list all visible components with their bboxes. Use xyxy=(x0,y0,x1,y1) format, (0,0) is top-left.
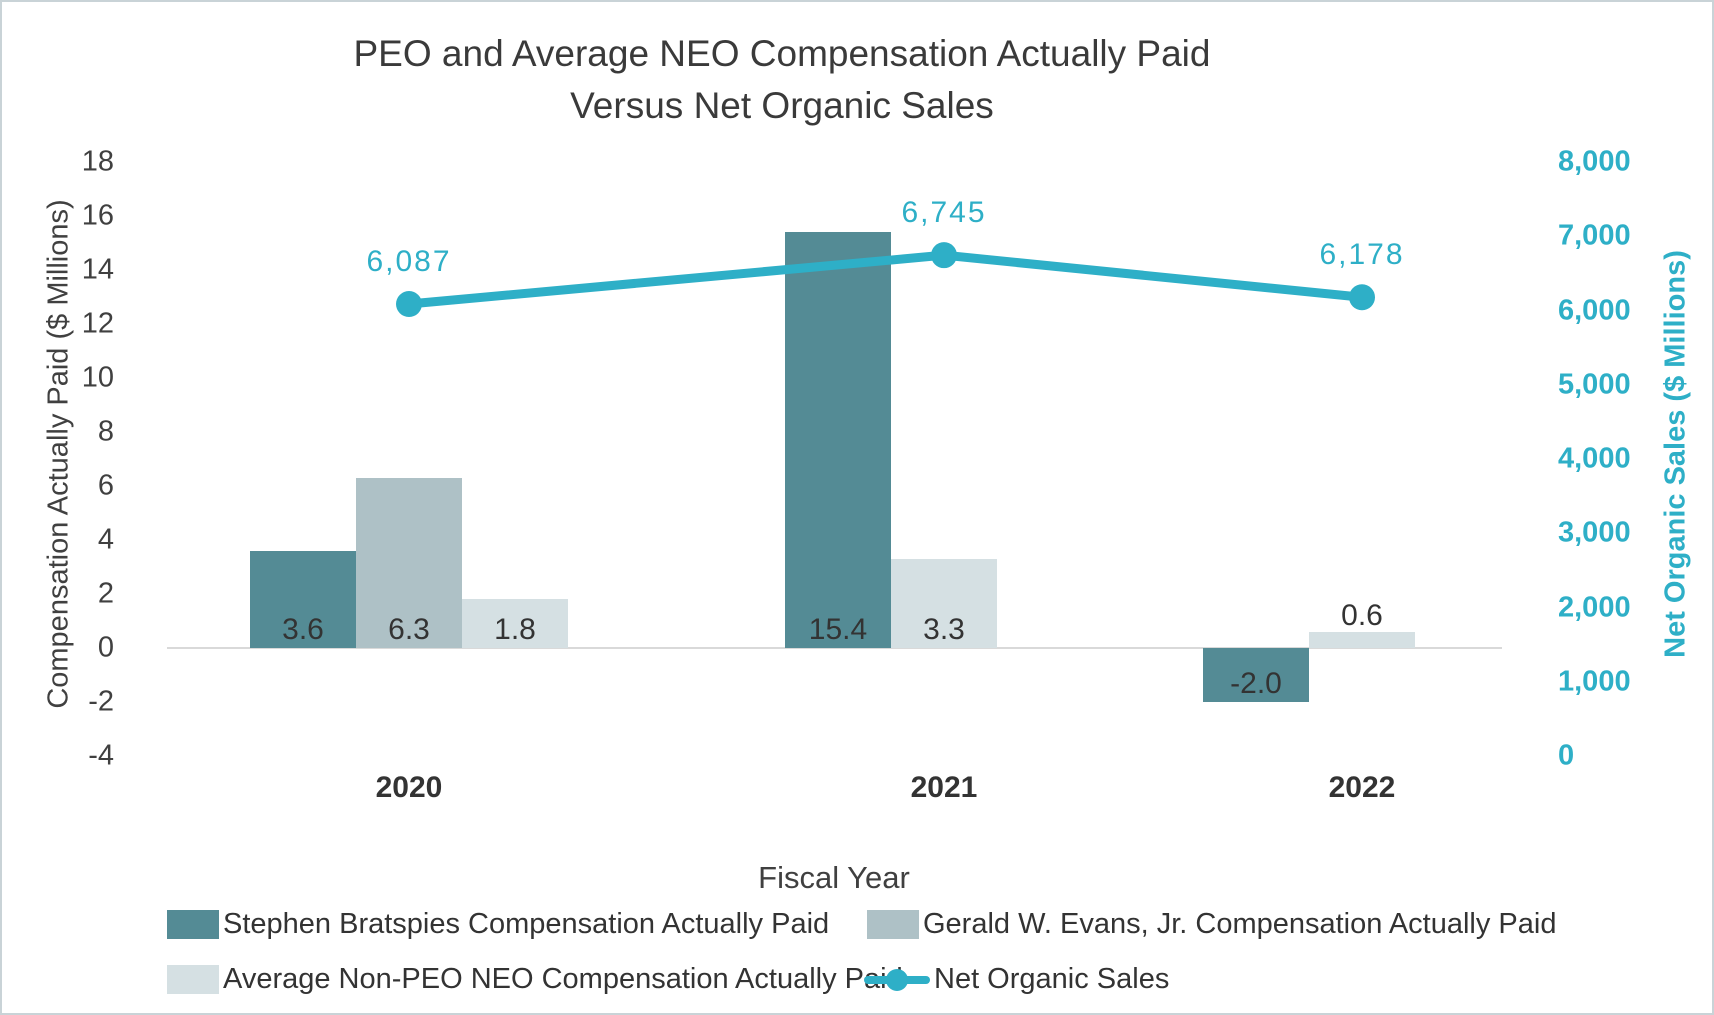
legend-label: Gerald W. Evans, Jr. Compensation Actual… xyxy=(923,908,1557,940)
left-axis-tick--2: -2 xyxy=(88,685,114,718)
bar-gerald-2020 xyxy=(356,477,462,648)
left-axis-tick-10: 10 xyxy=(81,361,114,394)
year-label-2020: 2020 xyxy=(375,771,443,804)
bar-stephen-2022 xyxy=(1203,648,1309,702)
right-axis-tick-2000: 2,000 xyxy=(1558,591,1631,623)
bar-stephen-2021 xyxy=(785,232,891,648)
legend-swatch-icon xyxy=(167,965,219,994)
left-axis-tick-16: 16 xyxy=(81,199,114,232)
right-axis-tick-5000: 5,000 xyxy=(1558,368,1631,401)
zero-gridline xyxy=(167,647,1502,649)
legend-item-0: Stephen Bratspies Compensation Actually … xyxy=(167,908,829,941)
legend-label: Net Organic Sales xyxy=(934,963,1170,995)
year-label-2021: 2021 xyxy=(910,771,978,804)
left-axis-tick-6: 6 xyxy=(97,469,114,502)
legend-label: Average Non-PEO NEO Compensation Actuall… xyxy=(223,963,903,995)
bar-label-2021: 15.4 xyxy=(808,613,868,646)
right-axis-tick-7000: 7,000 xyxy=(1558,219,1631,252)
left-axis-tick-14: 14 xyxy=(81,253,114,286)
left-axis-tick-4: 4 xyxy=(97,523,114,556)
legend-line-marker-icon xyxy=(864,965,930,994)
left-axis-tick-8: 8 xyxy=(97,415,114,448)
bar-label-2020: 6.3 xyxy=(388,613,430,646)
legend-item-1: Gerald W. Evans, Jr. Compensation Actual… xyxy=(867,908,1556,941)
chart-title-line1: PEO and Average NEO Compensation Actuall… xyxy=(353,33,1211,74)
right-axis-tick-8000: 8,000 xyxy=(1558,145,1631,178)
bar-average-2022 xyxy=(1309,631,1415,648)
left-axis-tick-2: 2 xyxy=(97,577,114,610)
legend-item-2: Average Non-PEO NEO Compensation Actuall… xyxy=(167,963,903,996)
bar-stephen-2020 xyxy=(250,550,356,648)
left-axis-tick-18: 18 xyxy=(81,145,114,178)
bar-label-2022: 0.6 xyxy=(1341,598,1383,632)
left-axis-tick--4: -4 xyxy=(88,739,114,772)
bar-label-2020: 1.8 xyxy=(494,613,536,646)
right-axis-tick-3000: 3,000 xyxy=(1558,516,1631,549)
legend-line-dot xyxy=(886,969,908,991)
line-marker-2022 xyxy=(1349,284,1375,311)
legend-swatch-icon xyxy=(867,910,919,939)
line-marker-2020 xyxy=(396,291,422,318)
bar-label-2022: -2.0 xyxy=(1230,667,1282,700)
line-segment xyxy=(404,250,1367,309)
chart-title: PEO and Average NEO Compensation Actuall… xyxy=(2,28,1562,132)
right-axis-tick-6000: 6,000 xyxy=(1558,294,1631,326)
bar-average-2021 xyxy=(891,558,997,648)
x-axis-title: Fiscal Year xyxy=(758,860,910,895)
legend-item-3: Net Organic Sales xyxy=(864,963,1169,996)
chart-title-line2: Versus Net Organic Sales xyxy=(570,85,994,126)
line-label-2021: 6,745 xyxy=(901,196,987,230)
line-marker-2021 xyxy=(931,242,957,269)
right-axis-tick-0: 0 xyxy=(1558,739,1575,772)
legend-swatch-icon xyxy=(167,910,219,939)
legend-label: Stephen Bratspies Compensation Actually … xyxy=(223,908,830,940)
right-axis-tick-4000: 4,000 xyxy=(1558,442,1631,475)
line-label-2020: 6,087 xyxy=(366,245,452,279)
right-axis-tick-1000: 1,000 xyxy=(1558,665,1631,698)
bar-label-2020: 3.6 xyxy=(282,613,324,646)
line-label-2022: 6,178 xyxy=(1319,238,1405,272)
left-axis-tick-12: 12 xyxy=(81,307,114,340)
bar-label-2021: 3.3 xyxy=(923,613,965,646)
bar-average-2020 xyxy=(462,599,568,648)
left-axis-tick-0: 0 xyxy=(97,631,114,664)
year-label-2022: 2022 xyxy=(1328,771,1396,804)
